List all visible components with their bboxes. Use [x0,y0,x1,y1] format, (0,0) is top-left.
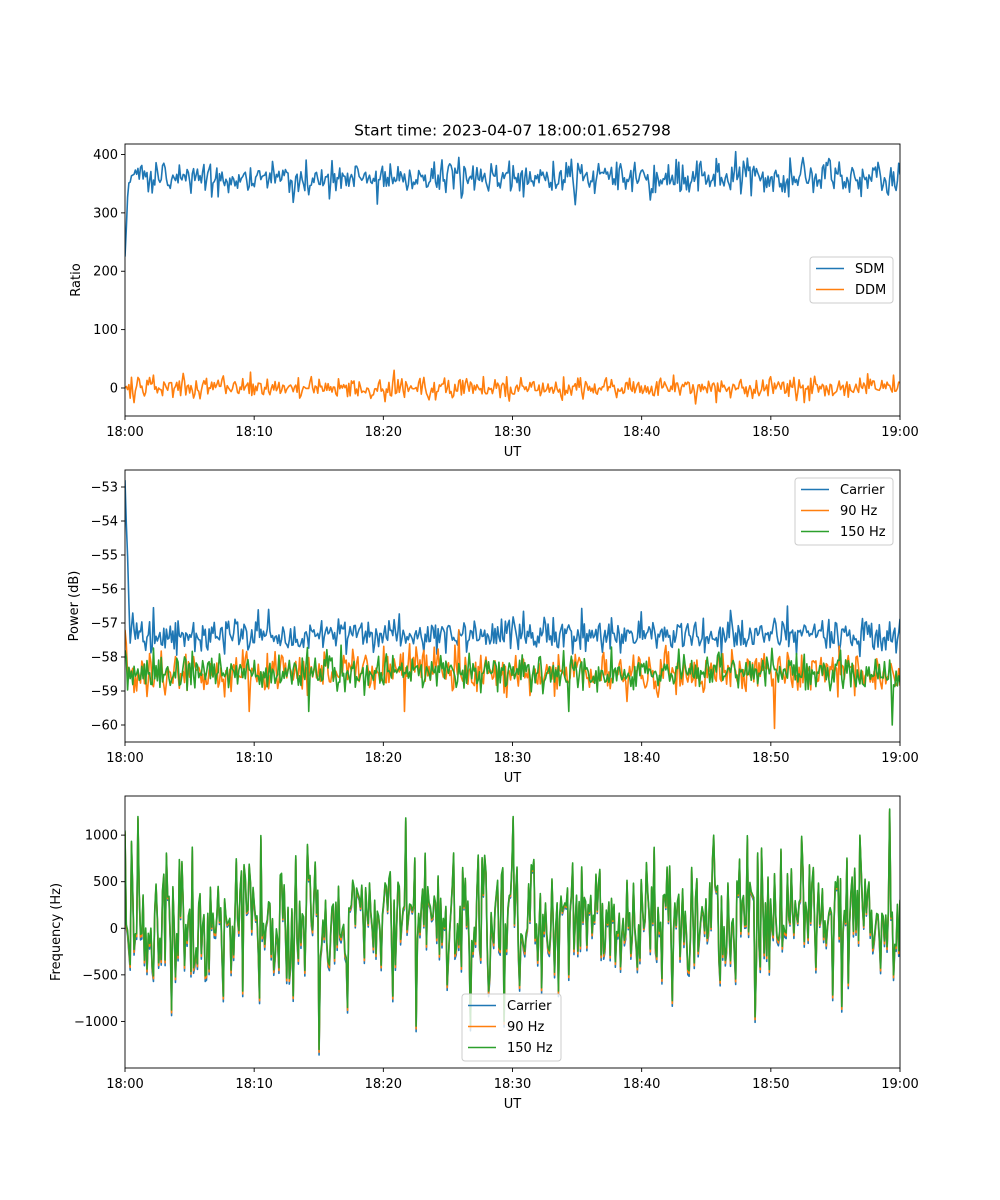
x-tick-label: 18:20 [365,425,402,440]
legend-label-carrier: Carrier [840,483,885,498]
x-tick-label: 18:50 [752,1077,789,1092]
x-tick-label: 18:20 [365,751,402,766]
y-tick-label: −54 [91,515,118,530]
y-tick-label: −56 [91,583,118,598]
y-axis: −1000 −500 0 500 1000 [74,829,125,1030]
legend: SDM DDM [809,256,894,304]
x-tick-label: 18:00 [106,425,143,440]
x-tick-label: 19:00 [881,751,918,766]
x-axis-label: UT [504,771,522,786]
y-tick-label: 500 [93,875,118,890]
x-tick-label: 18:00 [106,751,143,766]
x-axis: 18:00 18:10 18:20 18:30 18:40 18:50 19:00 [106,416,919,440]
y-axis: −60 −59 −58 −57 −56 −55 −54 −53 [91,481,125,734]
y-axis-label: Power (dB) [67,571,82,642]
plot-frame [124,795,901,1069]
ratio-panel: 18:00 18:10 18:20 18:30 18:40 18:50 19:00 0 100… [69,143,919,460]
y-tick-label: −1000 [74,1015,118,1030]
legend-label-150hz: 150 Hz [507,1041,553,1056]
x-axis: 18:00 18:10 18:20 18:30 18:40 18:50 19:00 [106,742,919,766]
series-line-90-hz [125,629,900,730]
y-tick-label: 0 [110,922,118,937]
x-axis: 18:00 18:10 18:20 18:30 18:40 18:50 19:00 [106,1068,919,1092]
y-tick-label: −55 [91,549,118,564]
series-line-sdm [125,150,900,257]
y-tick-label: −58 [91,651,118,666]
legend-box [461,993,562,1062]
x-tick-label: 18:50 [752,425,789,440]
y-tick-label: 0 [110,381,118,396]
x-tick-label: 18:40 [623,425,660,440]
y-tick-label: −500 [82,968,118,983]
legend-label-150hz: 150 Hz [840,525,886,540]
x-tick-label: 18:30 [494,751,531,766]
x-tick-label: 19:00 [881,1077,918,1092]
y-tick-label: 300 [93,206,118,221]
x-tick-label: 18:30 [494,1077,531,1092]
x-axis-label: UT [504,1097,522,1112]
y-tick-label: 200 [93,265,118,280]
x-tick-label: 18:10 [235,751,272,766]
x-tick-label: 18:10 [235,425,272,440]
legend-label-90hz: 90 Hz [507,1020,544,1035]
x-tick-label: 19:00 [881,425,918,440]
plot-lines [125,150,900,405]
legend-label-sdm: SDM [855,262,884,277]
y-tick-label: −60 [91,719,118,734]
legend: Carrier 90 Hz 150 Hz [794,477,894,546]
y-axis-label: Ratio [69,263,84,296]
legend-label-carrier: Carrier [507,999,552,1014]
x-tick-label: 18:50 [752,751,789,766]
x-tick-label: 18:10 [235,1077,272,1092]
legend-label-90hz: 90 Hz [840,504,877,519]
legend: Carrier 90 Hz 150 Hz [461,993,562,1062]
legend-box [794,477,894,546]
x-tick-label: 18:00 [106,1077,143,1092]
series-line-150-hz [125,808,900,1051]
y-tick-label: 400 [93,148,118,163]
x-tick-label: 18:40 [623,1077,660,1092]
series-line-ddm [125,369,900,405]
power-panel: 18:00 18:10 18:20 18:30 18:40 18:50 19:00 −60−… [67,469,919,786]
figure-title: Start time: 2023-04-07 18:00:01.652798 [354,122,671,140]
y-tick-label: −59 [91,685,118,700]
plot-lines [125,808,900,1056]
x-tick-label: 18:40 [623,751,660,766]
y-axis-label: Frequency (Hz) [49,883,64,981]
y-tick-label: −57 [91,617,118,632]
series-line-150-hz [125,644,900,726]
plot-frame [124,143,901,417]
y-tick-label: −53 [91,481,118,496]
y-tick-label: 100 [93,323,118,338]
y-tick-label: 1000 [85,829,118,844]
x-tick-label: 18:30 [494,425,531,440]
series-line-carrier [125,480,900,658]
x-tick-label: 18:20 [365,1077,402,1092]
plot-lines [125,480,900,730]
y-axis: 0 100 200 300 400 [93,148,125,396]
legend-label-ddm: DDM [855,283,886,298]
plot-frame [124,469,901,743]
frequency-panel: 18:00 18:10 18:20 18:30 18:40 18:50 19:00 −100… [49,795,919,1112]
x-axis-label: UT [504,445,522,460]
